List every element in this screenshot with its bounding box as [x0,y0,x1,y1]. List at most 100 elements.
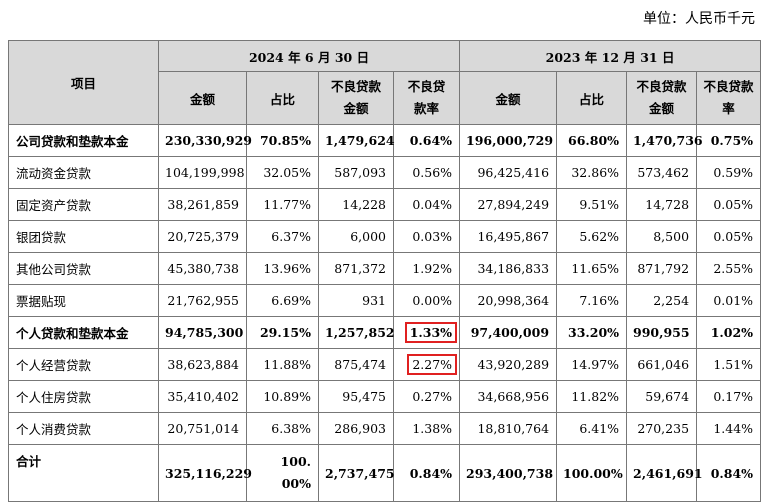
cell-share-2023: 5.62% [556,220,628,253]
cell-share-2023: 6.41% [556,412,628,445]
table-row: 个人住房贷款 35,410,402 10.89% 95,475 0.27% 34… [8,380,762,413]
table-row: 票据贴现 21,762,955 6.69% 931 0.00% 20,998,3… [8,284,762,317]
table-row: 个人贷款和垫款本金 94,785,300 29.15% 1,257,852 1.… [8,316,762,349]
row-label: 个人贷款和垫款本金 [8,316,159,349]
cell-npl-ratio-2023: 1.02% [696,316,762,349]
cell-npl-amount-2024: 871,372 [318,252,394,285]
table-row: 个人经营贷款 38,623,884 11.88% 875,474 2.27% 4… [8,348,762,381]
cell-npl-amount-2024: 95,475 [318,380,394,413]
header-period-2024: 2024 年 6 月 30 日 [157,40,461,72]
cell-share-2024: 70.85% [246,124,319,157]
cell-share-2023: 11.65% [556,252,628,285]
row-label: 其他公司贷款 [8,252,159,285]
highlight-box: 2.27% [407,354,458,375]
cell-npl-ratio-2024: 2.27% [392,348,461,381]
row-label: 个人消费贷款 [8,412,159,445]
cell-share-2023: 9.51% [556,188,628,221]
header-period-2023: 2023 年 12 月 31 日 [459,40,762,72]
cell-amount-2024: 20,725,379 [158,220,247,253]
cell-amount-2023: 18,810,764 [459,412,558,445]
cell-amount-2023: 34,668,956 [459,380,558,413]
table-row: 银团贷款 20,725,379 6.37% 6,000 0.03% 16,495… [8,220,762,253]
cell-npl-amount-2023: 2,254 [626,284,698,317]
cell-share-2024: 11.88% [246,348,319,381]
table-row-total: 合计 325,116,229 100.00% 2,737,475 0.84% 2… [8,444,762,502]
cell-share-2023: 11.82% [556,380,628,413]
cell-npl-ratio-2024: 0.64% [392,124,461,157]
table-row: 公司贷款和垫款本金 230,330,929 70.85% 1,479,624 0… [8,124,762,157]
cell-npl-ratio-2023: 0.17% [696,380,762,413]
cell-npl-ratio-2024: 0.27% [392,380,461,413]
cell-share-2024: 10.89% [246,380,319,413]
cell-amount-2023: 97,400,009 [459,316,558,349]
cell-npl-ratio-2023: 0.05% [696,220,762,253]
cell-amount-2024: 45,380,738 [158,252,247,285]
cell-amount-2024: 230,330,929 [158,124,252,157]
cell-npl-amount-2023: 1,470,736 [626,124,703,157]
unit-label: 单位：人民币千元 [643,11,755,27]
cell-amount-2023: 96,425,416 [459,156,558,189]
cell-npl-amount-2023: 270,235 [626,412,698,445]
cell-npl-ratio-2023: 1.51% [696,348,762,381]
cell-npl-ratio-2023: 0.01% [696,284,762,317]
row-label: 合计 [8,444,159,502]
cell-npl-ratio-2023: 0.59% [696,156,762,189]
cell-npl-ratio-2024: 0.56% [392,156,461,189]
table-row: 个人消费贷款 20,751,014 6.38% 286,903 1.38% 18… [8,412,762,445]
cell-amount-2024: 325,116,229 [158,444,252,502]
header-npl-amount: 不良贷款金额 [626,71,698,125]
cell-share-2024: 6.38% [246,412,319,445]
cell-share-2023: 66.80% [556,124,628,157]
row-label: 个人住房贷款 [8,380,159,413]
cell-npl-ratio-2024: 0.84% [392,444,461,502]
cell-share-2024: 6.37% [246,220,319,253]
header-item: 项目 [8,40,159,125]
cell-npl-amount-2023: 871,792 [626,252,698,285]
cell-npl-amount-2024: 14,228 [318,188,394,221]
cell-amount-2024: 38,623,884 [158,348,247,381]
cell-amount-2024: 94,785,300 [158,316,247,349]
cell-npl-ratio-2023: 0.84% [696,444,762,502]
row-label: 公司贷款和垫款本金 [8,124,159,157]
cell-amount-2024: 35,410,402 [158,380,247,413]
cell-npl-amount-2024: 931 [318,284,394,317]
cell-share-2024: 13.96% [246,252,319,285]
cell-npl-ratio-2023: 0.05% [696,188,762,221]
cell-amount-2024: 104,199,998 [158,156,247,189]
cell-npl-amount-2023: 573,462 [626,156,698,189]
header-share: 占比 [246,71,319,125]
cell-npl-amount-2024: 875,474 [318,348,394,381]
cell-npl-ratio-2024: 1.38% [392,412,461,445]
cell-share-2024: 32.05% [246,156,319,189]
cell-npl-amount-2024: 286,903 [318,412,394,445]
cell-npl-amount-2023: 990,955 [626,316,698,349]
cell-npl-ratio-2024: 0.03% [392,220,461,253]
cell-share-2024: 100.00% [246,444,319,502]
cell-share-2023: 7.16% [556,284,628,317]
table-row: 其他公司贷款 45,380,738 13.96% 871,372 1.92% 3… [8,252,762,285]
cell-npl-ratio-2024: 0.04% [392,188,461,221]
row-label: 个人经营贷款 [8,348,159,381]
cell-npl-ratio-2024: 1.92% [392,252,461,285]
cell-npl-amount-2024: 1,479,624 [318,124,395,157]
cell-amount-2023: 293,400,738 [459,444,558,502]
cell-npl-ratio-2023: 0.75% [696,124,762,157]
cell-npl-amount-2024: 6,000 [318,220,394,253]
row-label: 银团贷款 [8,220,159,253]
header-npl-ratio: 不良贷款率 [392,71,461,125]
header-npl-amount: 不良贷款金额 [318,71,394,125]
header-npl-ratio: 不良贷款率 [696,71,762,125]
table-row: 流动资金贷款 104,199,998 32.05% 587,093 0.56% … [8,156,762,189]
cell-npl-amount-2023: 2,461,691 [626,444,703,502]
cell-npl-amount-2024: 587,093 [318,156,394,189]
cell-npl-ratio-2024: 1.33% [392,316,461,349]
cell-npl-ratio-2023: 2.55% [696,252,762,285]
row-label: 固定资产贷款 [8,188,159,221]
header-amount: 金额 [459,71,558,125]
row-label: 票据贴现 [8,284,159,317]
cell-npl-ratio-2023: 1.44% [696,412,762,445]
cell-amount-2023: 27,894,249 [459,188,558,221]
cell-share-2023: 33.20% [556,316,628,349]
cell-npl-amount-2023: 8,500 [626,220,698,253]
cell-npl-amount-2024: 2,737,475 [318,444,395,502]
